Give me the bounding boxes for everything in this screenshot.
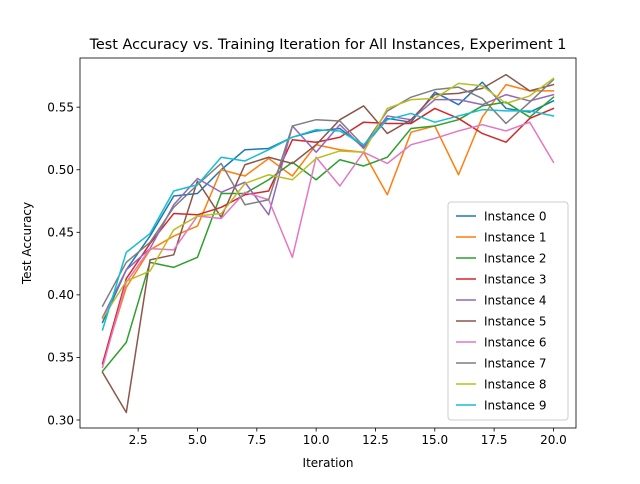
x-tick-label: 2.5 (129, 433, 148, 447)
y-tick-label: 0.45 (47, 226, 74, 240)
plot-area: 2.5 5.0 7.5 10.0 12.5 15.0 17.5 20.0 0.30 0.35 0.4… (47, 57, 577, 447)
legend-label-instance-8: Instance 8 (484, 377, 547, 391)
y-tick-label: 0.55 (47, 100, 74, 114)
series-line-instance-1 (101, 83, 555, 365)
legend-label-instance-7: Instance 7 (484, 356, 547, 370)
legend-label-instance-2: Instance 2 (484, 251, 547, 265)
y-axis-label: Test Accuracy (20, 202, 34, 285)
x-tick-label: 7.5 (247, 433, 266, 447)
x-tick-label: 20.0 (540, 433, 567, 447)
legend-label-instance-3: Instance 3 (484, 272, 547, 286)
y-tick-label: 0.35 (47, 351, 74, 365)
x-axis-label: Iteration (303, 456, 354, 470)
y-tick-label: 0.50 (47, 163, 74, 177)
legend-label-instance-4: Instance 4 (484, 293, 547, 307)
legend-label-instance-1: Instance 1 (484, 230, 547, 244)
x-tick-label: 5.0 (188, 433, 207, 447)
series-line-instance-3 (101, 107, 555, 365)
chart-title: Test Accuracy vs. Training Iteration for… (89, 37, 567, 53)
legend-label-instance-9: Instance 9 (484, 398, 547, 412)
legend-box (447, 201, 569, 421)
legend: Instance 0 Instance 1 Instance 2 Instance 3… (447, 201, 569, 421)
series-line-instance-9 (101, 108, 555, 331)
y-tick-label: 0.40 (47, 288, 74, 302)
series-line-instance-2 (101, 96, 555, 373)
series-line-instance-7 (101, 78, 555, 308)
x-tick-label: 12.5 (362, 433, 389, 447)
series-line-instance-6 (101, 121, 555, 369)
legend-label-instance-0: Instance 0 (484, 209, 547, 223)
axes-frame (79, 57, 577, 429)
legend-label-instance-5: Instance 5 (484, 314, 547, 328)
x-tick-label: 15.0 (421, 433, 448, 447)
series-line-instance-8 (101, 77, 555, 320)
x-tick-label: 17.5 (481, 433, 508, 447)
y-tick-label: 0.30 (47, 413, 74, 427)
series-line-instance-5 (101, 73, 555, 414)
x-tick-label: 10.0 (303, 433, 330, 447)
series-line-instance-4 (101, 93, 555, 319)
legend-label-instance-6: Instance 6 (484, 335, 547, 349)
